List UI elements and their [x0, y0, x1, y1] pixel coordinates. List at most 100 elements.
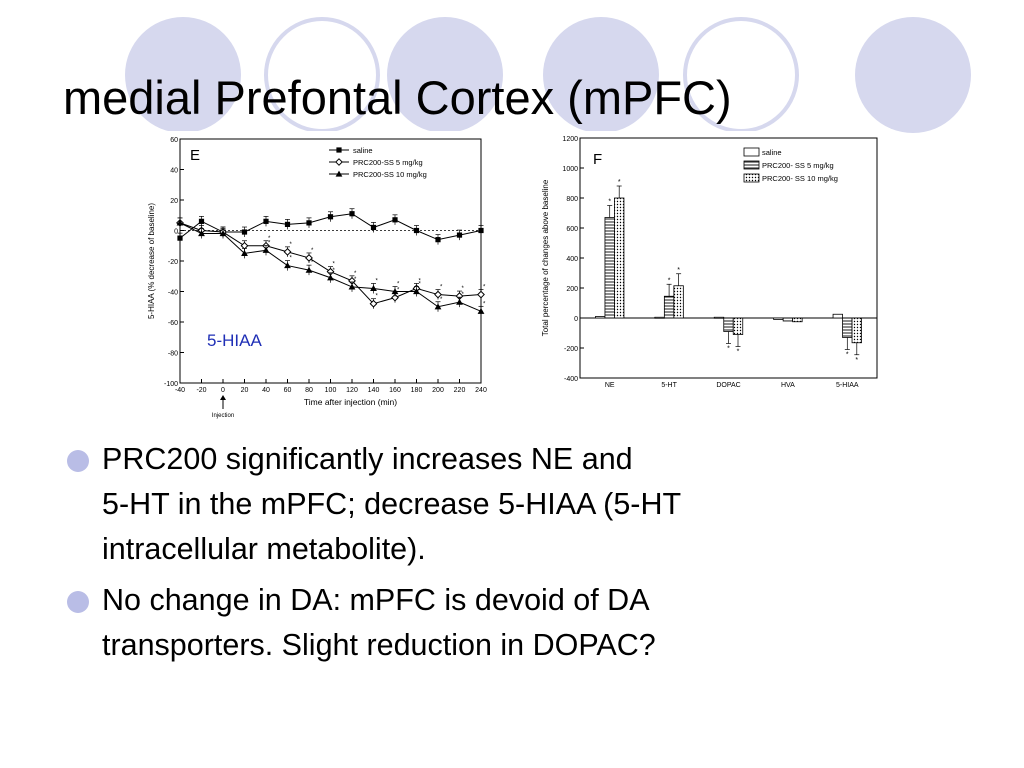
x-tick-label: 80	[305, 387, 313, 394]
data-point	[370, 224, 377, 231]
data-point	[369, 299, 378, 308]
y-tick-label: 20	[170, 198, 178, 205]
significance-mark: *	[311, 260, 314, 266]
data-point	[263, 218, 269, 224]
bar	[595, 316, 606, 319]
bar	[782, 317, 794, 322]
deco-circle	[543, 17, 659, 133]
bar	[614, 197, 625, 319]
bullet-item: No change in DA: mPFC is devoid of DA tr…	[66, 578, 926, 668]
data-point	[284, 262, 291, 269]
x-tick-label: -20	[196, 387, 206, 394]
bullet-icon	[67, 450, 89, 472]
bullet-line: 5-HT in the mPFC; decrease 5-HIAA (5-HT	[102, 487, 682, 521]
significance-mark: *	[618, 179, 621, 186]
x-tick-label: 5-HIAA	[836, 382, 859, 389]
y-tick-label: 800	[566, 196, 578, 203]
data-point	[240, 241, 249, 250]
bar	[773, 317, 784, 320]
data-point	[283, 247, 292, 256]
data-point	[349, 211, 355, 217]
significance-mark: *	[668, 277, 671, 284]
x-tick-label: NE	[605, 382, 615, 389]
injection-label: Injection	[212, 413, 234, 419]
x-tick-label: HVA	[781, 382, 795, 389]
significance-mark: *	[419, 282, 422, 288]
legend-swatch	[743, 147, 760, 157]
legend-entry: PRC200-SS 10 mg/kg	[353, 170, 427, 179]
y-tick-label: -60	[168, 320, 178, 327]
y-tick-label: -100	[164, 381, 178, 388]
x-tick-label: 140	[368, 387, 380, 394]
significance-mark: *	[440, 285, 443, 291]
significance-mark: *	[737, 349, 740, 356]
significance-mark: *	[855, 357, 858, 364]
x-tick-label: 120	[346, 387, 358, 394]
data-point	[241, 249, 248, 256]
data-point	[176, 219, 184, 226]
significance-mark: *	[311, 248, 314, 254]
y-tick-label: 40	[170, 168, 178, 175]
significance-mark: *	[397, 282, 400, 288]
x-tick-label: 160	[389, 387, 401, 394]
y-axis-label: Total percentage of changes above baseli…	[541, 179, 550, 336]
significance-mark: *	[290, 242, 293, 248]
data-point	[306, 220, 312, 226]
x-tick-label: 200	[432, 387, 444, 394]
legend-entry: PRC200- SS 10 mg/kg	[762, 174, 838, 183]
y-tick-label: -200	[564, 346, 578, 353]
x-tick-label: 60	[284, 387, 292, 394]
panel-label: E	[190, 147, 200, 164]
deco-circle	[125, 17, 241, 133]
significance-mark: *	[846, 352, 849, 359]
injection-arrow-head	[220, 395, 226, 400]
data-point	[348, 283, 356, 290]
significance-mark: *	[354, 271, 357, 277]
y-tick-label: 60	[170, 137, 178, 144]
data-point	[434, 303, 442, 310]
significance-mark: *	[608, 199, 611, 206]
x-tick-label: 100	[325, 387, 337, 394]
data-point	[198, 218, 205, 224]
y-tick-label: -400	[564, 376, 578, 383]
x-tick-label: 40	[262, 387, 270, 394]
data-point	[413, 227, 420, 234]
significance-mark: *	[440, 297, 443, 303]
data-point	[336, 147, 342, 153]
data-point	[478, 227, 484, 234]
bar	[654, 316, 665, 319]
data-point	[327, 274, 334, 281]
significance-mark: *	[333, 268, 336, 274]
legend-swatch	[743, 173, 760, 183]
data-point	[391, 288, 399, 295]
data-point	[391, 293, 399, 302]
bar	[832, 313, 843, 319]
bar	[723, 317, 734, 332]
x-tick-label: 5-HT	[661, 382, 677, 389]
x-tick-label: 220	[454, 387, 466, 394]
bullet-line: transporters. Slight reduction in DOPAC?	[102, 628, 656, 662]
significance-mark: *	[333, 262, 336, 268]
data-point	[456, 298, 463, 305]
y-tick-label: 600	[566, 226, 578, 233]
x-tick-label: 180	[411, 387, 423, 394]
data-point	[370, 285, 377, 292]
data-point	[335, 158, 343, 166]
y-tick-label: 1000	[562, 166, 578, 173]
x-tick-label: -40	[175, 387, 185, 394]
deco-circle	[387, 17, 503, 133]
y-tick-label: -20	[168, 259, 178, 266]
significance-mark: *	[376, 294, 379, 300]
data-point	[262, 246, 270, 253]
data-point	[241, 229, 248, 235]
page-title: medial Prefontal Cortex (mPFC)	[63, 71, 732, 124]
significance-mark: *	[677, 267, 680, 274]
significance-mark: *	[483, 301, 486, 307]
data-point	[413, 288, 420, 295]
data-point	[435, 237, 441, 243]
data-point	[219, 230, 227, 237]
data-point	[456, 232, 463, 238]
significance-mark: *	[462, 292, 465, 298]
significance-mark: *	[290, 256, 293, 262]
